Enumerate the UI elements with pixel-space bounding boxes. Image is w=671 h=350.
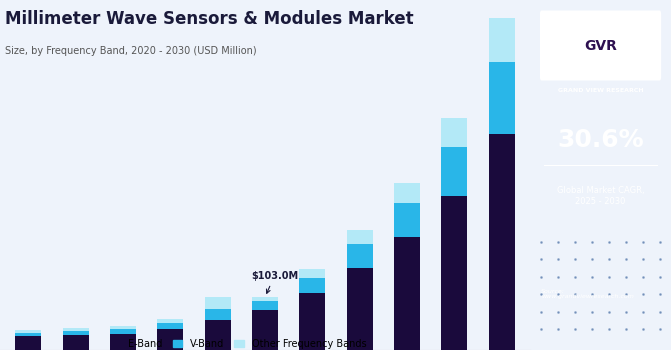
Bar <box>394 203 420 237</box>
Bar <box>62 331 89 335</box>
Bar <box>299 269 325 278</box>
Bar <box>158 329 183 350</box>
Bar <box>347 230 372 245</box>
Bar <box>158 319 183 323</box>
Text: GRAND VIEW RESEARCH: GRAND VIEW RESEARCH <box>558 89 643 93</box>
Text: GVR: GVR <box>584 38 617 52</box>
Bar <box>205 297 231 309</box>
Bar <box>394 183 420 203</box>
Bar <box>252 310 278 350</box>
Bar <box>110 329 136 334</box>
Bar <box>110 326 136 329</box>
Text: Source:
www.grandviewresearch.com: Source: www.grandviewresearch.com <box>541 289 634 299</box>
Bar <box>158 323 183 329</box>
Bar <box>110 334 136 350</box>
Text: Size, by Frequency Band, 2020 - 2030 (USD Million): Size, by Frequency Band, 2020 - 2030 (US… <box>5 46 257 56</box>
Bar <box>347 268 372 350</box>
Bar <box>299 278 325 293</box>
Bar <box>15 332 42 336</box>
Bar <box>442 147 468 196</box>
Legend: E-Band, V-Band, Other Frequency Bands: E-Band, V-Band, Other Frequency Bands <box>111 339 366 349</box>
Bar <box>442 118 468 147</box>
Bar <box>488 62 515 134</box>
Bar <box>442 196 468 350</box>
Bar <box>62 328 89 331</box>
Text: Global Market CAGR,
2025 - 2030: Global Market CAGR, 2025 - 2030 <box>557 186 644 206</box>
Bar <box>394 237 420 350</box>
Bar <box>62 335 89 350</box>
Text: 30.6%: 30.6% <box>557 128 644 152</box>
Bar <box>205 320 231 350</box>
Bar <box>299 293 325 350</box>
Bar <box>15 336 42 350</box>
Bar <box>252 301 278 310</box>
Bar <box>252 297 278 301</box>
FancyBboxPatch shape <box>540 10 661 80</box>
Text: $103.0M: $103.0M <box>251 271 298 293</box>
Bar <box>488 18 515 62</box>
Bar <box>488 134 515 350</box>
Text: Millimeter Wave Sensors & Modules Market: Millimeter Wave Sensors & Modules Market <box>5 10 414 28</box>
Bar <box>205 309 231 320</box>
Bar <box>347 245 372 268</box>
Bar <box>15 330 42 332</box>
